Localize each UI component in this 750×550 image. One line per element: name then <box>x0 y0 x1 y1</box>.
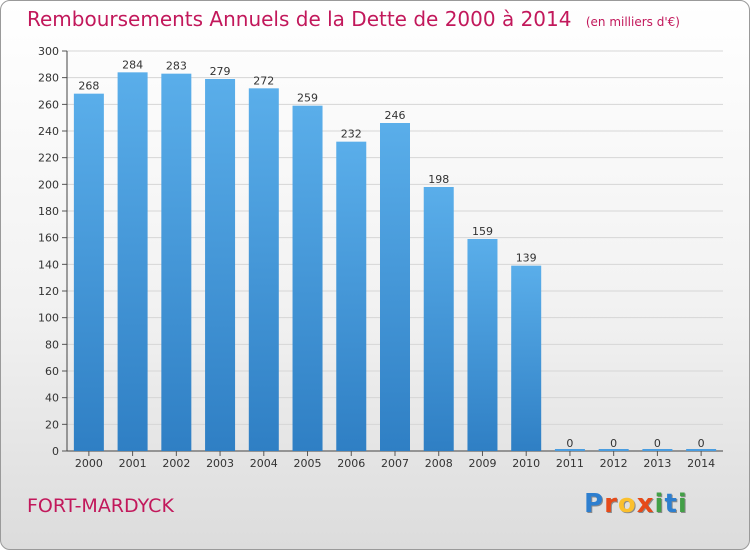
bar-value-label: 259 <box>297 92 318 105</box>
bar <box>423 187 454 451</box>
bar-value-label: 0 <box>654 437 661 450</box>
y-tick-label: 0 <box>52 445 59 458</box>
bar <box>205 79 236 451</box>
y-tick-label: 100 <box>38 312 59 325</box>
bar-value-label: 268 <box>78 80 99 93</box>
bar-value-label: 198 <box>428 173 449 186</box>
x-tick-label: 2003 <box>206 457 234 470</box>
x-tick-label: 2011 <box>556 457 584 470</box>
bar-value-label: 0 <box>566 437 573 450</box>
bar <box>467 239 498 451</box>
bar-value-label: 284 <box>122 58 143 71</box>
x-tick-label: 2006 <box>337 457 365 470</box>
y-tick-label: 200 <box>38 178 59 191</box>
chart-title: Remboursements Annuels de la Dette de 20… <box>27 7 680 31</box>
x-tick-label: 2014 <box>687 457 715 470</box>
x-tick-label: 2002 <box>162 457 190 470</box>
bar-value-label: 279 <box>210 65 231 78</box>
bar-value-label: 0 <box>610 437 617 450</box>
bar-value-label: 139 <box>516 252 537 265</box>
y-tick-label: 20 <box>45 418 59 431</box>
bar <box>380 123 410 451</box>
bar-value-label: 246 <box>385 109 406 122</box>
bar <box>117 72 148 451</box>
bar-value-label: 283 <box>166 60 187 73</box>
y-tick-label: 60 <box>45 365 59 378</box>
x-tick-label: 2000 <box>75 457 103 470</box>
bar-value-label: 159 <box>472 225 493 238</box>
x-tick-label: 2010 <box>512 457 540 470</box>
bar-value-label: 232 <box>341 128 362 141</box>
y-tick-label: 40 <box>45 392 59 405</box>
proxiti-logo: Proxiti <box>584 489 688 519</box>
x-tick-label: 2004 <box>250 457 278 470</box>
x-tick-label: 2005 <box>294 457 322 470</box>
y-tick-label: 180 <box>38 205 59 218</box>
bar <box>161 73 192 452</box>
y-tick-label: 120 <box>38 285 59 298</box>
bar-value-label: 0 <box>698 437 705 450</box>
place-name: FORT-MARDYCK <box>27 495 174 517</box>
x-tick-label: 2001 <box>119 457 147 470</box>
chart-title-text: Remboursements Annuels de la Dette de 20… <box>27 7 572 31</box>
x-tick-label: 2013 <box>643 457 671 470</box>
chart-subtitle: (en milliers d'€) <box>585 15 680 29</box>
bar <box>248 88 279 451</box>
x-tick-label: 2009 <box>468 457 496 470</box>
y-tick-label: 300 <box>38 45 59 58</box>
y-tick-label: 80 <box>45 338 59 351</box>
bar <box>511 265 542 451</box>
y-tick-label: 140 <box>38 258 59 271</box>
x-tick-label: 2007 <box>381 457 409 470</box>
bar <box>73 93 104 452</box>
y-tick-label: 280 <box>38 72 59 85</box>
x-tick-label: 2012 <box>600 457 628 470</box>
y-tick-label: 240 <box>38 125 59 138</box>
x-tick-label: 2008 <box>425 457 453 470</box>
y-tick-label: 160 <box>38 232 59 245</box>
y-tick-label: 260 <box>38 98 59 111</box>
bar-value-label: 272 <box>253 74 274 87</box>
y-tick-label: 220 <box>38 152 59 165</box>
bar <box>336 141 367 451</box>
bar <box>292 105 323 452</box>
